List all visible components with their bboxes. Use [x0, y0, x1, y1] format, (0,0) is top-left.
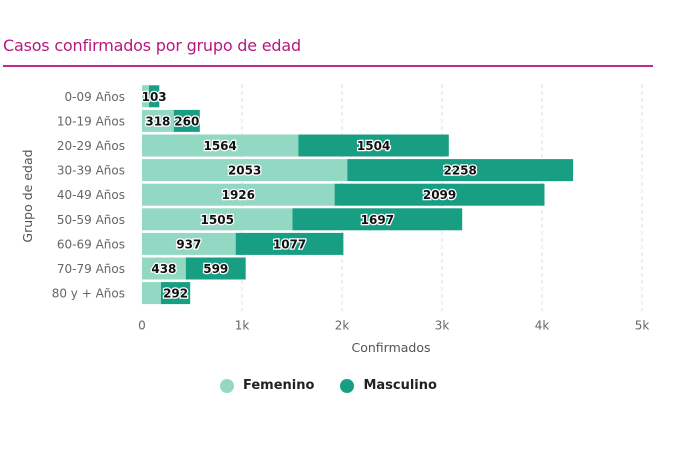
bar-femenino[interactable]: [142, 257, 186, 280]
y-category-label: 20-29 Años: [57, 139, 125, 153]
legend-label: Femenino: [243, 378, 315, 393]
y-category-label: 10-19 Años: [57, 114, 125, 128]
legend: Femenino Masculino: [220, 378, 437, 393]
bars: [142, 85, 574, 305]
x-axis-title: Confirmados: [351, 340, 430, 355]
y-category-label: 40-49 Años: [57, 188, 125, 202]
data-label: 1697: [361, 213, 394, 227]
bar-masculino[interactable]: [173, 109, 200, 132]
data-label: 1926: [222, 188, 255, 202]
data-label: 2258: [443, 164, 476, 178]
y-category-label: 70-79 Años: [57, 262, 125, 276]
x-tick-label: 3k: [435, 318, 450, 332]
data-label: 1077: [273, 237, 306, 251]
bar-masculino[interactable]: [149, 85, 160, 108]
bar-femenino[interactable]: [142, 159, 348, 182]
bar-femenino[interactable]: [142, 109, 174, 132]
data-label: 937: [176, 237, 201, 251]
data-label: 292: [163, 287, 188, 301]
bar-femenino[interactable]: [142, 85, 149, 108]
y-axis-tick-labels: 0-09 Años 10-19 Años 20-29 Años 30-39 Años 4…: [52, 90, 125, 301]
bar-masculino[interactable]: [292, 208, 463, 231]
bar-masculino[interactable]: [334, 183, 545, 206]
x-tick-label: 0: [138, 318, 146, 332]
x-tick-label: 4k: [535, 318, 550, 332]
legend-dot-femenino-icon: [220, 378, 234, 393]
bar-femenino[interactable]: [142, 208, 293, 231]
bar-femenino[interactable]: [142, 183, 335, 206]
data-label: 599: [203, 262, 228, 276]
bar-labels: 103 318 260 1564 1504 2053 2258 1926 2099 1505 169…: [140, 89, 478, 302]
x-tick-label: 1k: [235, 318, 250, 332]
legend-item-femenino[interactable]: Femenino: [220, 378, 314, 393]
y-category-label: 80 y + Años: [52, 287, 125, 301]
legend-dot-masculino-icon: [340, 378, 355, 393]
title-underline: [3, 65, 653, 67]
bar-masculino[interactable]: [161, 282, 191, 305]
bar-femenino[interactable]: [142, 232, 236, 255]
data-label: 103: [142, 90, 167, 104]
data-label: 2053: [228, 164, 261, 178]
legend-item-masculino[interactable]: Masculino: [340, 378, 437, 393]
y-category-label: 30-39 Años: [57, 164, 125, 178]
data-label: 1564: [203, 139, 236, 153]
bar-masculino[interactable]: [298, 134, 449, 157]
bar-masculino[interactable]: [235, 232, 344, 255]
y-category-label: 60-69 Años: [57, 237, 125, 251]
x-axis-tick-labels: 0 1k 2k 3k 4k 5k: [138, 318, 649, 332]
data-label: 260: [174, 114, 199, 128]
bar-femenino[interactable]: [142, 282, 161, 305]
data-label: 318: [145, 114, 170, 128]
x-tick-label: 5k: [635, 318, 650, 332]
chart-title: Casos confirmados por grupo de edad: [3, 36, 301, 55]
bar-masculino[interactable]: [185, 257, 246, 280]
data-label: 2099: [423, 188, 456, 202]
y-category-label: 50-59 Años: [57, 213, 125, 227]
bar-femenino[interactable]: [142, 134, 299, 157]
y-axis-title: Grupo de edad: [20, 149, 35, 242]
data-label: 1505: [201, 213, 234, 227]
data-label: 438: [151, 262, 176, 276]
data-label: 1504: [357, 139, 390, 153]
x-tick-label: 2k: [335, 318, 350, 332]
legend-label: Masculino: [363, 378, 437, 393]
y-category-label: 0-09 Años: [65, 90, 125, 104]
bar-masculino[interactable]: [347, 159, 574, 182]
